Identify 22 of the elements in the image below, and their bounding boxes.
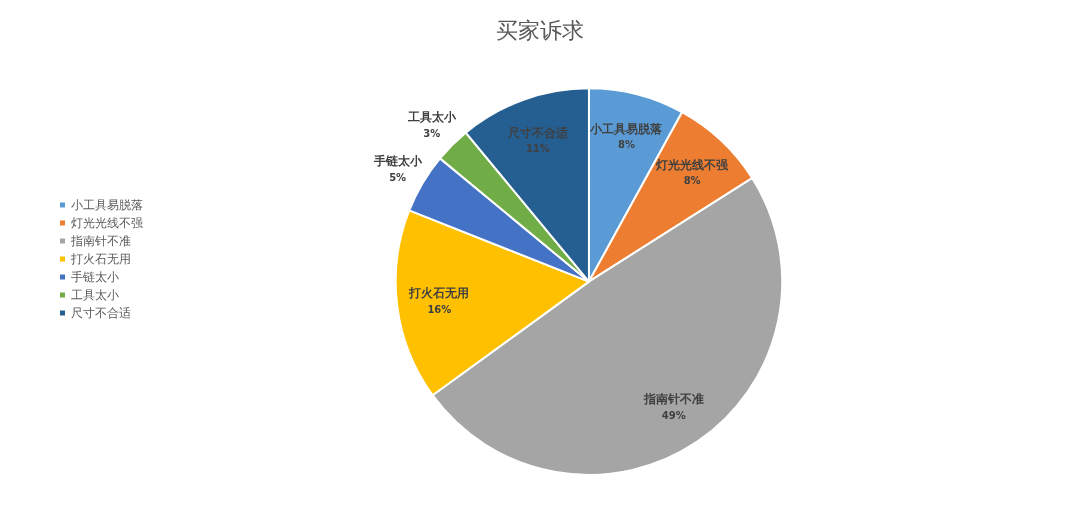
legend-label: 手链太小 — [71, 270, 119, 284]
slice-label: 手链太小 — [372, 154, 423, 169]
legend-label: 指南针不准 — [70, 234, 131, 248]
slice-label: 工具太小 — [406, 110, 457, 125]
legend-label: 尺寸不合适 — [71, 306, 131, 320]
data-label: 8% — [617, 139, 635, 151]
slice-label: 尺寸不合适 — [506, 125, 569, 140]
slice-label: 指南针不准 — [642, 392, 704, 407]
legend-label: 灯光光线不强 — [71, 216, 143, 230]
slice-label: 打火石无用 — [408, 286, 470, 301]
legend-label: 工具太小 — [71, 288, 119, 302]
data-label: 5% — [389, 171, 407, 183]
data-label: 16% — [427, 303, 452, 315]
slice-label: 灯光光线不强 — [655, 157, 730, 172]
legend-label: 打火石无用 — [70, 252, 131, 266]
data-label: 8% — [683, 175, 701, 187]
data-label: 11% — [525, 143, 550, 155]
data-label: 49% — [661, 409, 686, 421]
data-label: 3% — [423, 127, 441, 139]
chart-title: 买家诉求 — [496, 17, 584, 43]
slice-label: 小工具易脱落 — [589, 121, 664, 136]
legend-label: 小工具易脱落 — [71, 198, 143, 212]
